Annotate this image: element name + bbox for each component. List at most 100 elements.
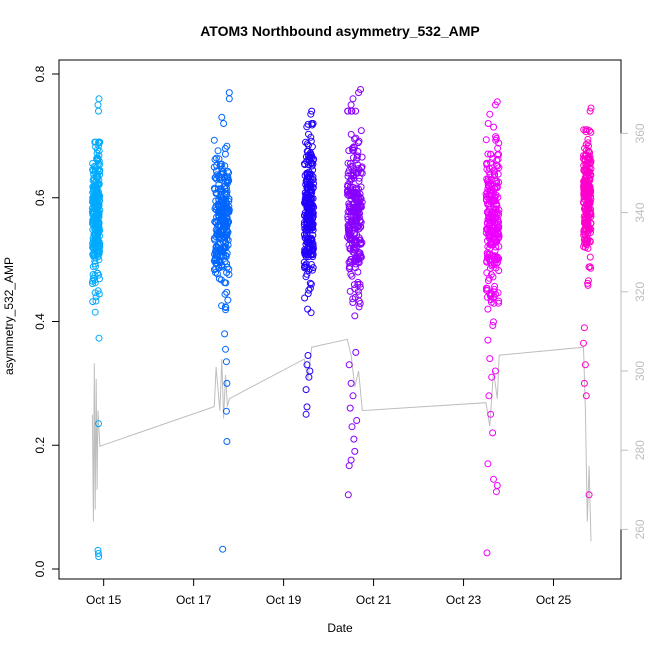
data-point xyxy=(489,155,497,163)
data-point xyxy=(219,545,227,553)
data-point xyxy=(304,161,312,169)
data-point xyxy=(584,281,592,289)
data-point xyxy=(495,267,503,275)
data-point xyxy=(95,212,103,220)
data-point xyxy=(493,184,501,192)
data-point xyxy=(223,288,231,296)
data-point xyxy=(587,205,595,213)
data-point xyxy=(492,201,500,209)
data-point xyxy=(344,213,352,220)
data-point xyxy=(353,417,361,424)
data-point xyxy=(491,209,498,217)
y-axis: 0.0 0.2 0.4 0.6 0.8 xyxy=(33,65,60,577)
plot-frame xyxy=(58,59,622,580)
data-point xyxy=(218,113,226,121)
data-point xyxy=(493,253,501,261)
data-point xyxy=(96,138,104,146)
data-point xyxy=(581,219,589,227)
data-point xyxy=(345,462,353,470)
y-axis-label: asymmetry_532_AMP xyxy=(2,257,16,375)
data-point xyxy=(303,270,311,278)
data-point xyxy=(95,553,103,561)
data-point xyxy=(357,127,365,135)
data-point xyxy=(483,188,491,196)
data-point xyxy=(494,170,502,178)
data-point xyxy=(308,143,316,151)
data-point xyxy=(354,287,362,295)
data-point xyxy=(212,269,219,276)
data-point xyxy=(222,358,230,366)
data-point xyxy=(494,233,502,241)
data-point xyxy=(89,250,97,258)
data-point xyxy=(494,144,502,152)
series-5 xyxy=(482,98,503,557)
data-point xyxy=(482,229,490,237)
data-point xyxy=(304,237,312,245)
data-point xyxy=(350,174,358,182)
data-point xyxy=(306,184,314,192)
data-point xyxy=(95,139,103,147)
data-point xyxy=(221,150,229,158)
data-point xyxy=(488,373,496,381)
data-point xyxy=(305,207,313,215)
data-point xyxy=(351,312,359,320)
data-point xyxy=(93,190,101,198)
data-point xyxy=(93,155,101,163)
data-point xyxy=(351,254,359,262)
data-point xyxy=(484,460,492,468)
data-point xyxy=(95,142,103,150)
data-point xyxy=(224,296,232,304)
data-point xyxy=(355,185,362,193)
series-2 xyxy=(210,89,233,553)
data-point xyxy=(303,403,311,411)
data-point xyxy=(354,280,362,288)
y2-tick-label: 300 xyxy=(633,361,647,381)
data-point xyxy=(487,175,495,183)
x-tick-label: Oct 21 xyxy=(356,593,392,607)
data-point xyxy=(346,265,354,273)
data-point xyxy=(495,299,503,307)
data-point xyxy=(223,142,231,150)
data-point xyxy=(225,265,233,273)
data-point xyxy=(304,305,312,313)
data-point xyxy=(95,95,103,103)
data-point xyxy=(492,488,500,496)
data-point xyxy=(346,404,354,412)
data-point xyxy=(488,182,496,190)
series-4 xyxy=(343,86,366,499)
data-point xyxy=(348,423,356,431)
data-point xyxy=(494,162,502,170)
data-point xyxy=(580,379,588,387)
data-point xyxy=(225,95,233,103)
data-point xyxy=(356,236,364,244)
data-point xyxy=(355,89,363,97)
data-point xyxy=(355,297,363,305)
secondary-line-layer xyxy=(91,338,592,542)
data-point xyxy=(344,491,352,499)
data-point xyxy=(491,214,499,222)
data-point xyxy=(349,95,357,103)
data-point xyxy=(303,123,311,131)
data-point xyxy=(484,200,492,208)
data-point xyxy=(214,147,222,155)
data-point xyxy=(493,223,501,231)
y2-tick-label: 320 xyxy=(633,281,647,301)
data-point xyxy=(346,245,354,253)
data-point xyxy=(302,138,309,146)
data-point xyxy=(303,361,311,369)
data-point xyxy=(303,191,310,198)
data-point xyxy=(491,367,499,375)
data-point xyxy=(347,379,355,387)
data-point xyxy=(348,272,356,280)
data-point xyxy=(489,294,497,302)
data-point xyxy=(95,420,102,428)
data-point xyxy=(89,298,97,306)
data-point xyxy=(222,306,230,314)
data-point xyxy=(487,410,495,418)
data-point xyxy=(584,227,592,235)
data-point xyxy=(352,243,360,251)
data-point xyxy=(351,217,359,225)
data-point xyxy=(215,208,223,216)
data-point xyxy=(583,165,591,173)
